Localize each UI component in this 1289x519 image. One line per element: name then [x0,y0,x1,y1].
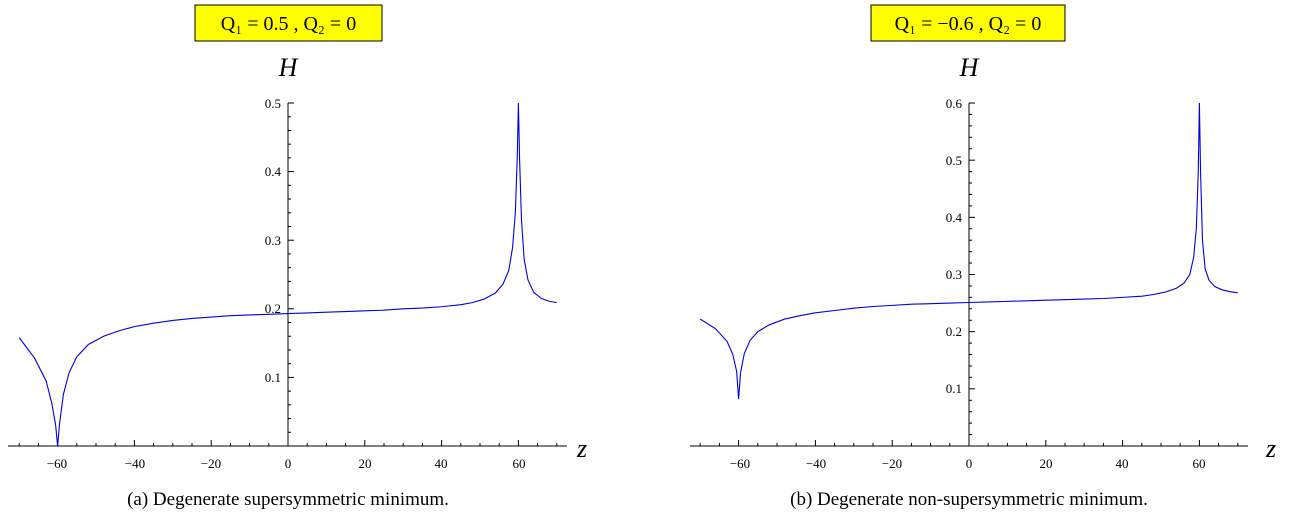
chart-a-series-line [18,102,557,447]
chart-a: Q₁ = 0.5 , Q₂ = 0 H z −60 −40 −20 0 20 4… [8,4,587,510]
chart-a-xtick-label-2: −20 [201,456,221,471]
chart-b-x-axis-label: z [1265,434,1276,463]
chart-b-ticks [699,102,1239,446]
chart-b-xtick-label-4: 20 [1040,456,1053,471]
chart-b-caption: (b) Degenerate non-supersymmetric minimu… [790,489,1148,510]
chart-a-y-axis-label: H [278,53,299,82]
chart-b-ytick-label-5: 0.6 [946,96,963,111]
chart-a-xtick-label-1: −40 [125,456,145,471]
chart-b-ytick-label-1: 0.2 [946,324,962,339]
chart-b-ytick-label-4: 0.5 [946,153,962,168]
chart-b-ytick-label-3: 0.4 [946,210,963,225]
chart-a-xtick-label-4: 20 [359,456,372,471]
chart-a-ticks [18,102,558,446]
chart-a-x-axis-label: z [576,434,587,463]
chart-b-xtick-label-5: 40 [1116,456,1129,471]
chart-b-xtick-label-0: −60 [730,456,750,471]
chart-b-y-axis-label: H [959,53,980,82]
chart-b: Q₁ = −0.6 , Q₂ = 0 H z −60 −40 −20 0 20 … [690,4,1276,510]
chart-a-ytick-label-1: 0.2 [265,301,281,316]
chart-b-title-box [870,4,1066,42]
chart-a-ytick-label-3: 0.4 [265,164,282,179]
chart-b-ytick-label-0: 0.1 [946,381,962,396]
chart-a-xtick-label-6: 60 [513,456,526,471]
chart-b-xtick-label-3: 0 [966,456,973,471]
chart-a-xtick-label-3: 0 [285,456,292,471]
chart-b-xtick-label-2: −20 [882,456,902,471]
chart-b-series-line [699,102,1238,400]
chart-b-ytick-label-2: 0.3 [946,267,962,282]
chart-b-xtick-label-1: −40 [806,456,826,471]
chart-b-title: Q₁ = −0.6 , Q₂ = 0 [895,13,1042,35]
chart-b-xtick-label-6: 60 [1193,456,1206,471]
chart-a-ytick-label-2: 0.3 [265,233,281,248]
chart-a-ytick-label-0: 0.1 [265,370,281,385]
chart-a-caption: (a) Degenerate supersymmetric minimum. [127,489,449,510]
chart-a-xtick-label-0: −60 [47,456,67,471]
chart-a-xtick-label-5: 40 [435,456,448,471]
chart-a-ytick-label-4: 0.5 [265,96,281,111]
chart-a-title: Q₁ = 0.5 , Q₂ = 0 [221,13,356,35]
chart-a-title-box [194,4,383,42]
